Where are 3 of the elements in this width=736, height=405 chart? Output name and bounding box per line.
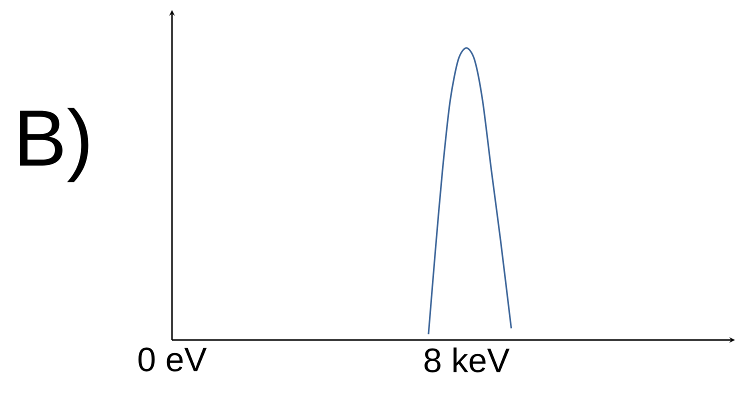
x-tick-label: 0 eV xyxy=(138,348,207,372)
text: B) xyxy=(20,108,88,182)
x-tick-label: 8 keV xyxy=(424,348,510,372)
